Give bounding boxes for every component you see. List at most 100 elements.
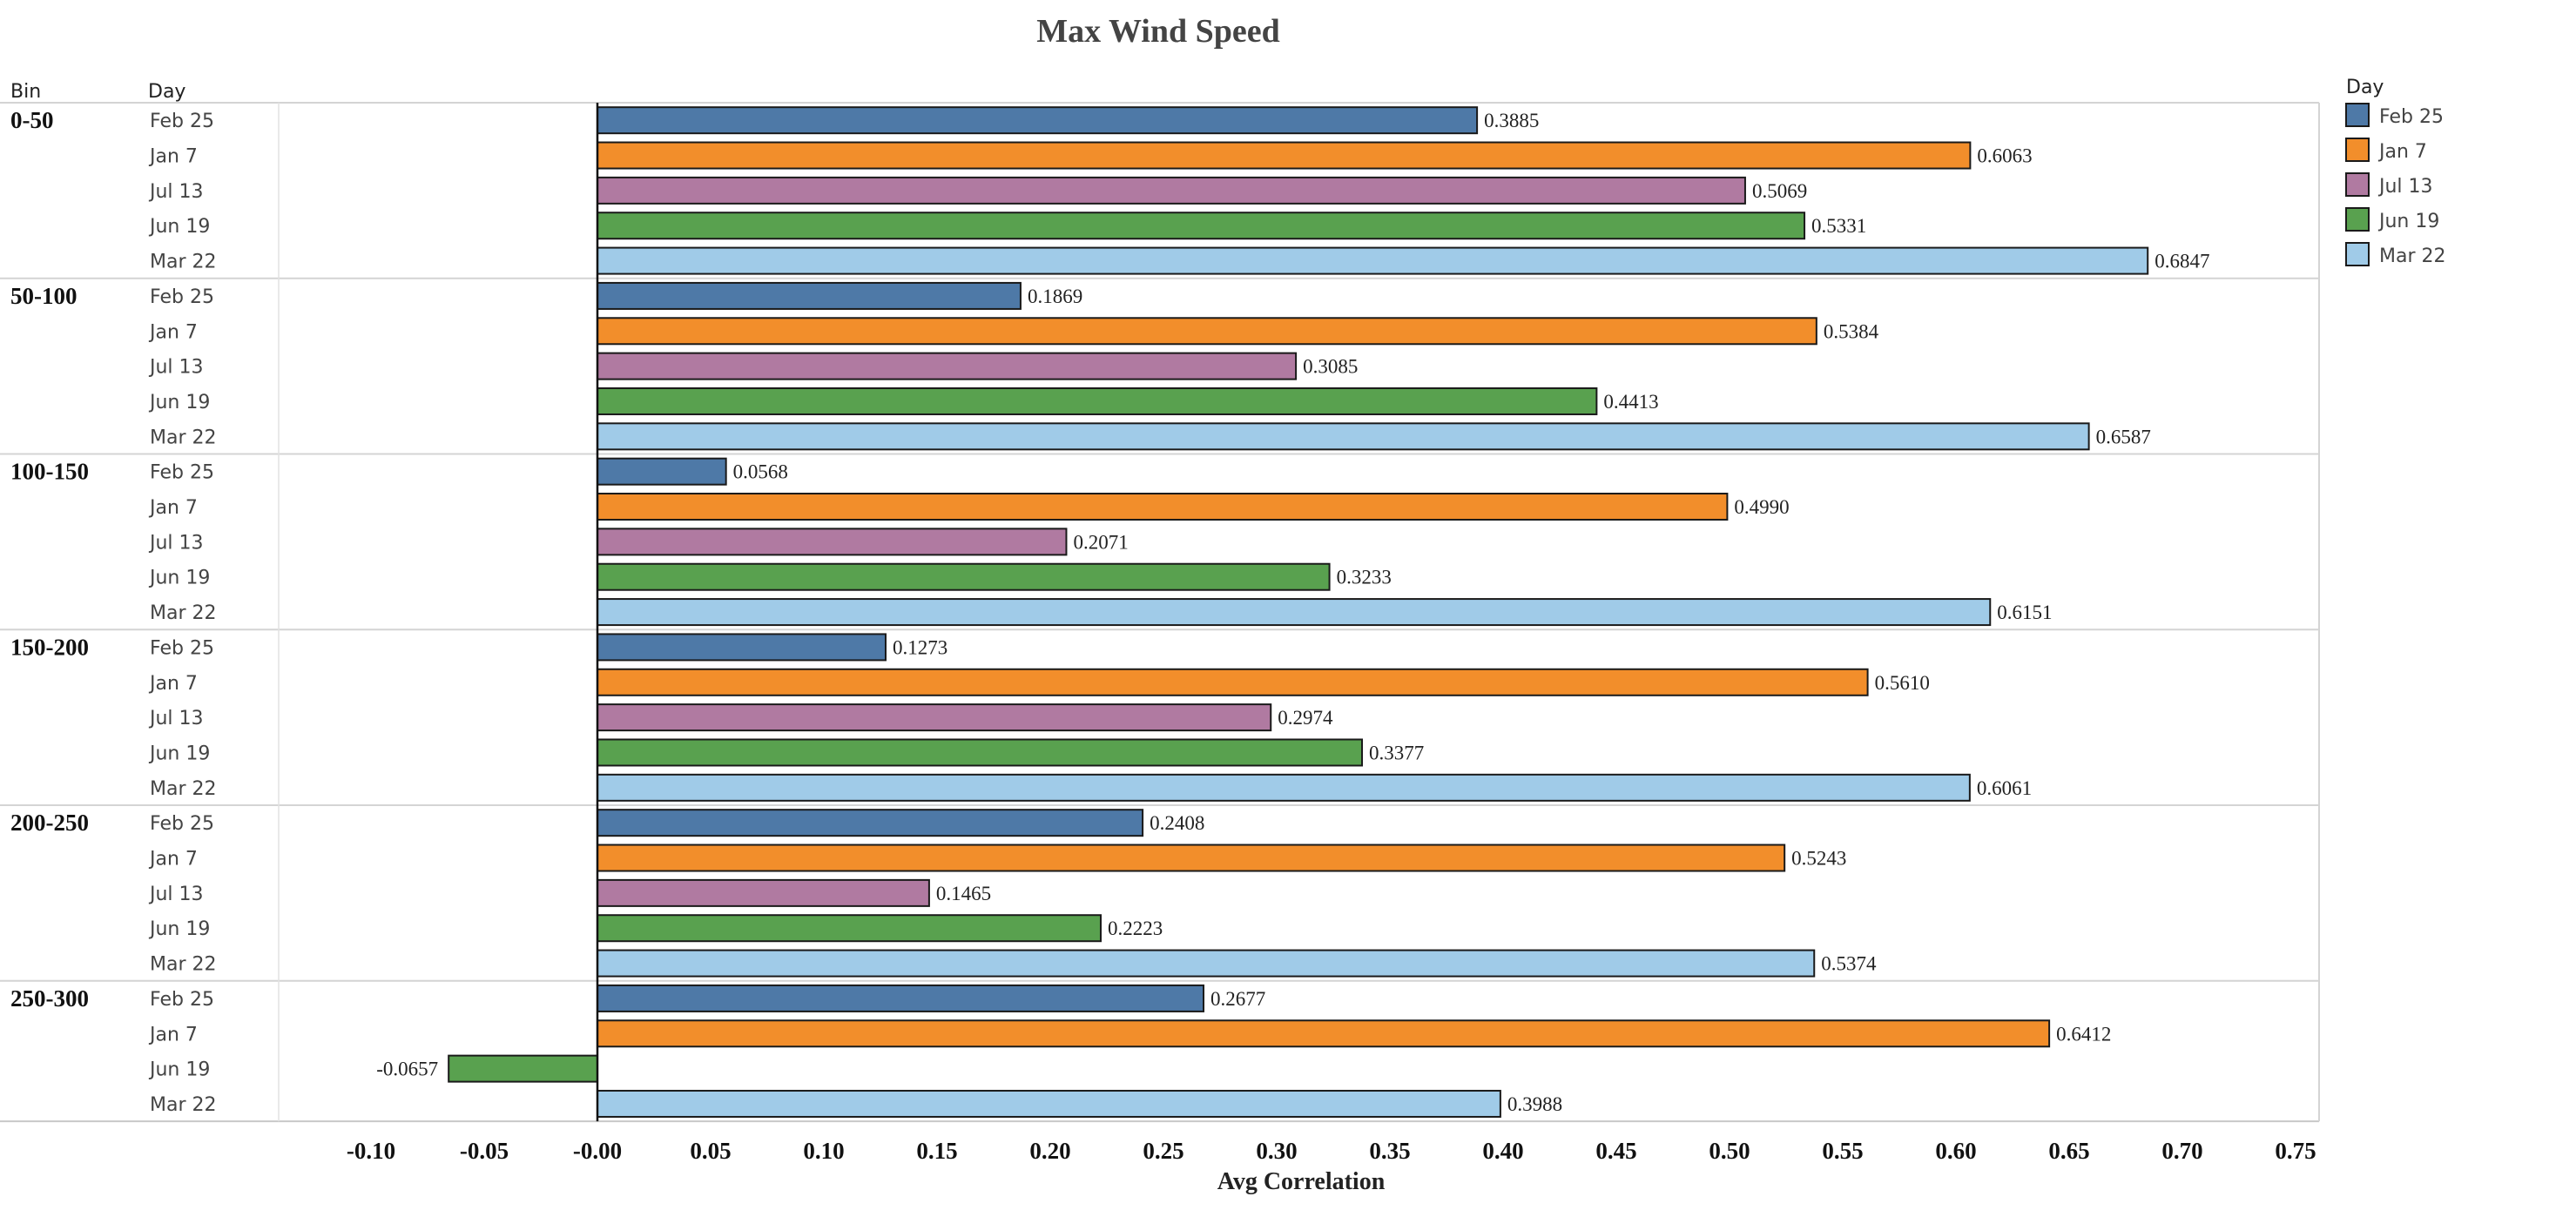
- bar-value-label: 0.6063: [1977, 145, 2032, 167]
- bar-value-label: 0.5384: [1824, 320, 1879, 342]
- bar-value-label: 0.1465: [936, 883, 991, 904]
- bin-label: 50-100: [10, 283, 78, 309]
- bar: [597, 633, 887, 662]
- bar-value-label: 0.3085: [1303, 356, 1358, 378]
- bar: [597, 773, 1971, 802]
- x-tick-label: 0.55: [1822, 1138, 1863, 1164]
- day-label: Feb 25: [150, 286, 214, 308]
- bar: [597, 844, 1786, 872]
- legend-item-label: Feb 25: [2379, 106, 2444, 128]
- bar-value-label: 0.5331: [1811, 215, 1866, 237]
- bin-label: 250-300: [10, 985, 89, 1012]
- legend-item-label: Jun 19: [2377, 211, 2439, 232]
- x-tick-label: 0.40: [1482, 1138, 1523, 1164]
- bar: [597, 703, 1272, 732]
- bar: [597, 493, 1729, 521]
- legend-swatch: [2345, 172, 2370, 197]
- x-tick-label: 0.05: [690, 1138, 731, 1164]
- bar-value-label: 0.3988: [1507, 1093, 1562, 1115]
- bar: [597, 562, 1331, 591]
- x-tick-label: 0.70: [2161, 1138, 2202, 1164]
- day-label: Feb 25: [150, 111, 214, 132]
- day-label: Jul 13: [148, 708, 204, 729]
- x-tick-label: 0.15: [916, 1138, 957, 1164]
- bar-value-label: 0.5374: [1821, 953, 1877, 975]
- x-axis: -0.10 -0.05 -0.00 0.05 0.10 0.15 0.20 0.25 0.30 0…: [347, 1138, 2316, 1164]
- day-label: Jan 7: [148, 146, 198, 168]
- day-label: Jun 19: [148, 743, 210, 764]
- x-tick-label: 0.25: [1143, 1138, 1183, 1164]
- bar-value-label: -0.0657: [376, 1059, 438, 1080]
- day-label: Feb 25: [150, 462, 214, 484]
- bar: [597, 668, 1869, 696]
- day-label: Jan 7: [148, 849, 198, 871]
- day-label: Mar 22: [150, 954, 217, 976]
- bar: [597, 176, 1746, 205]
- bar: [597, 598, 1992, 627]
- bar-value-label: 0.1869: [1028, 286, 1082, 307]
- legend-item-label: Jul 13: [2377, 176, 2433, 198]
- legend-title: Day: [2346, 77, 2384, 98]
- day-label: Mar 22: [150, 252, 217, 273]
- day-label: Feb 25: [150, 637, 214, 659]
- bar: [597, 281, 1022, 310]
- bar: [597, 949, 1816, 978]
- bar-value-label: 0.2677: [1210, 988, 1265, 1010]
- bar: [597, 317, 1817, 346]
- day-label: Mar 22: [150, 1094, 217, 1116]
- x-tick-label: -0.05: [460, 1138, 509, 1164]
- day-label: Mar 22: [150, 778, 217, 800]
- bin-label: 150-200: [10, 634, 89, 660]
- bar-value-label: 0.3233: [1337, 567, 1392, 588]
- bar-value-label: 0.3885: [1484, 110, 1539, 131]
- bar: [597, 809, 1144, 837]
- legend-swatch: [2345, 138, 2370, 162]
- day-label: Jul 13: [148, 181, 204, 203]
- bar: [597, 1089, 1501, 1118]
- day-label: Feb 25: [150, 813, 214, 835]
- bar: [597, 246, 2149, 275]
- day-label: Jun 19: [148, 392, 210, 413]
- day-label: Jun 19: [148, 918, 210, 940]
- x-tick-label: 0.45: [1595, 1138, 1636, 1164]
- chart-title: Max Wind Speed: [1036, 13, 1279, 50]
- day-label: Jan 7: [148, 1024, 198, 1045]
- legend-item-label: Mar 22: [2379, 245, 2446, 267]
- x-tick-label: 0.50: [1709, 1138, 1750, 1164]
- bar: [597, 352, 1298, 380]
- bar: [597, 878, 930, 907]
- x-axis-label: Avg Correlation: [1217, 1168, 1386, 1195]
- bar-value-label: 0.2408: [1150, 812, 1204, 834]
- day-label: Jun 19: [148, 568, 210, 589]
- bar: [597, 528, 1068, 556]
- bar: [597, 106, 1479, 135]
- legend-swatch: [2345, 242, 2370, 266]
- bar: [597, 212, 1806, 240]
- day-label: Feb 25: [150, 989, 214, 1011]
- x-tick-label: 0.20: [1029, 1138, 1070, 1164]
- x-tick-label: 0.35: [1369, 1138, 1410, 1164]
- legend-swatch: [2345, 207, 2370, 232]
- bin-label: 100-150: [10, 459, 89, 485]
- day-label: Mar 22: [150, 427, 217, 448]
- bar: [597, 914, 1102, 943]
- legend-item-label: Jan 7: [2377, 141, 2427, 163]
- day-label: Jun 19: [148, 1059, 210, 1081]
- legend: Day Feb 25 Jan 7 Jul 13 Jun 19 Mar 22: [2345, 77, 2446, 267]
- bar-value-label: 0.2974: [1278, 707, 1333, 729]
- bar-value-label: 0.6587: [2096, 426, 2151, 447]
- day-label: Jul 13: [148, 884, 204, 905]
- bar-value-label: 0.5069: [1752, 180, 1807, 202]
- bar-value-label: 0.4413: [1603, 391, 1658, 413]
- day-label: Jul 13: [148, 357, 204, 379]
- legend-swatch: [2345, 103, 2370, 127]
- bin-label: 0-50: [10, 107, 54, 133]
- x-tick-label: -0.10: [347, 1138, 395, 1164]
- bar-value-label: 0.6412: [2056, 1023, 2111, 1045]
- bar-value-label: 0.3377: [1369, 742, 1424, 763]
- day-label: Jul 13: [148, 532, 204, 554]
- x-tick-label: 0.30: [1256, 1138, 1297, 1164]
- bin-column-header: Bin: [10, 81, 41, 103]
